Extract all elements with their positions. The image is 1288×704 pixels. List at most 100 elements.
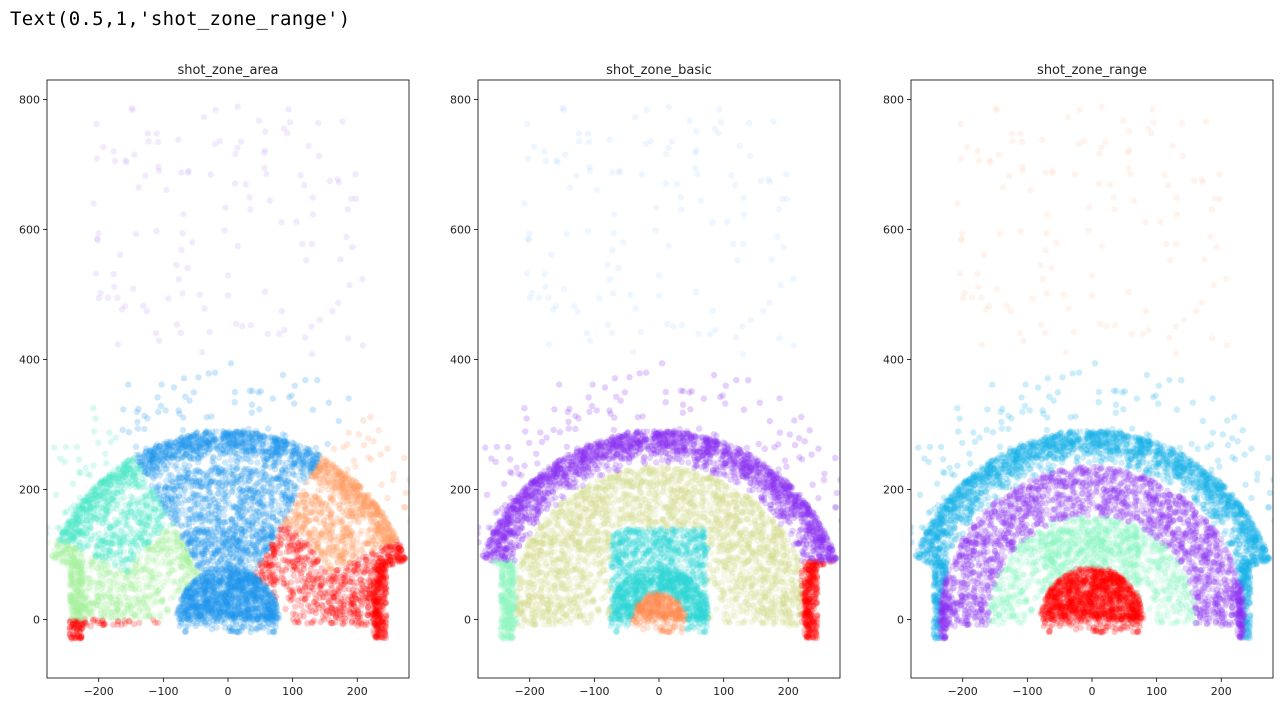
scatter-point [261,602,268,609]
scatter-point [150,601,157,608]
scatter-point [193,610,200,617]
scatter-point [233,570,240,578]
scatter-point [235,603,242,611]
scatter-point [221,602,229,609]
scatter-point [254,576,262,583]
scatter-point [246,577,253,584]
scatter-point [187,597,194,604]
scatter-point [235,583,242,591]
scatter-point [99,557,106,565]
scatter-point [264,545,271,553]
scatter-point [218,570,226,577]
scatter-point [202,606,210,613]
scatter-point [190,599,197,606]
scatter-point [325,503,332,510]
scatter-point [245,590,253,597]
scatter-point [244,572,251,579]
scatter-point [222,609,229,616]
scatter-point [196,591,203,598]
scatter-point [255,577,263,584]
scatter-point [231,591,238,598]
scatter-point [226,585,234,592]
scatter-point [238,577,245,584]
scatter-point [244,606,251,613]
scatter-point [293,519,301,527]
scatter-point [249,616,256,623]
scatter-point [269,590,276,597]
scatter-point [212,575,220,583]
scatter-point [190,605,197,613]
scatter-point [212,600,219,608]
scatter-point [204,573,211,580]
scatter-point [227,569,235,577]
scatter-point [234,585,241,593]
scatter-point [167,510,175,517]
scatter-point [230,615,237,622]
scatter-point [192,604,199,611]
scatter-point [116,520,123,527]
scatter-point [251,591,258,598]
scatter-point [334,598,342,605]
scatter-point [236,578,243,586]
scatter-point [230,602,238,609]
scatter-point [217,578,224,585]
scatter-point [236,587,243,594]
scatter-point [218,608,225,616]
scatter-point [341,615,348,622]
scatter-point [184,548,191,555]
scatter-point [255,615,262,622]
scatter-point [174,609,181,617]
scatter-point [249,572,257,580]
scatter-point [185,602,192,609]
scatter-point [159,507,166,514]
scatter-point [256,604,264,611]
scatter-point [241,573,248,580]
scatter-point [249,534,256,542]
scatter-point [269,599,276,606]
scatter-point [193,605,200,612]
scatter-point [142,493,149,500]
scatter-point [355,564,363,571]
scatter-point [289,535,297,542]
scatter-point [230,563,237,570]
scatter-point [209,603,216,611]
scatter-point [264,587,272,595]
scatter-point [188,592,195,599]
scatter-point [198,581,205,589]
scatter-point [194,585,201,592]
scatter-point [198,572,205,579]
scatter-point [243,597,250,604]
scatter-point [243,549,251,556]
scatter-point [205,579,212,587]
scatter-point [224,607,232,614]
scatter-point [251,577,258,584]
scatter-point [267,607,274,614]
scatter-point [227,592,234,599]
scatter-point [154,546,161,553]
scatter-point [201,614,208,621]
scatter-point [204,577,211,584]
scatter-point [200,584,207,592]
scatter-point [176,605,183,612]
scatter-point [186,593,194,601]
scatter-point [211,573,219,580]
scatter-point [221,485,229,493]
scatter-point [238,607,245,615]
scatter-point [202,573,209,580]
scatter-point [191,579,199,587]
scatter-point [318,530,326,537]
scatter-point [205,596,212,603]
scatter-point [202,584,209,591]
scatter-point [213,580,220,587]
scatter-point [238,599,245,606]
scatter-point [190,589,198,596]
scatter-point [264,613,272,620]
scatter-point [205,578,212,585]
scatter-point [194,614,201,622]
scatter-point [215,591,222,598]
scatter-point [218,566,225,573]
scatter-point [231,531,239,538]
scatter-point [228,579,235,587]
scatter-point [227,573,234,581]
scatter-point [229,579,236,587]
